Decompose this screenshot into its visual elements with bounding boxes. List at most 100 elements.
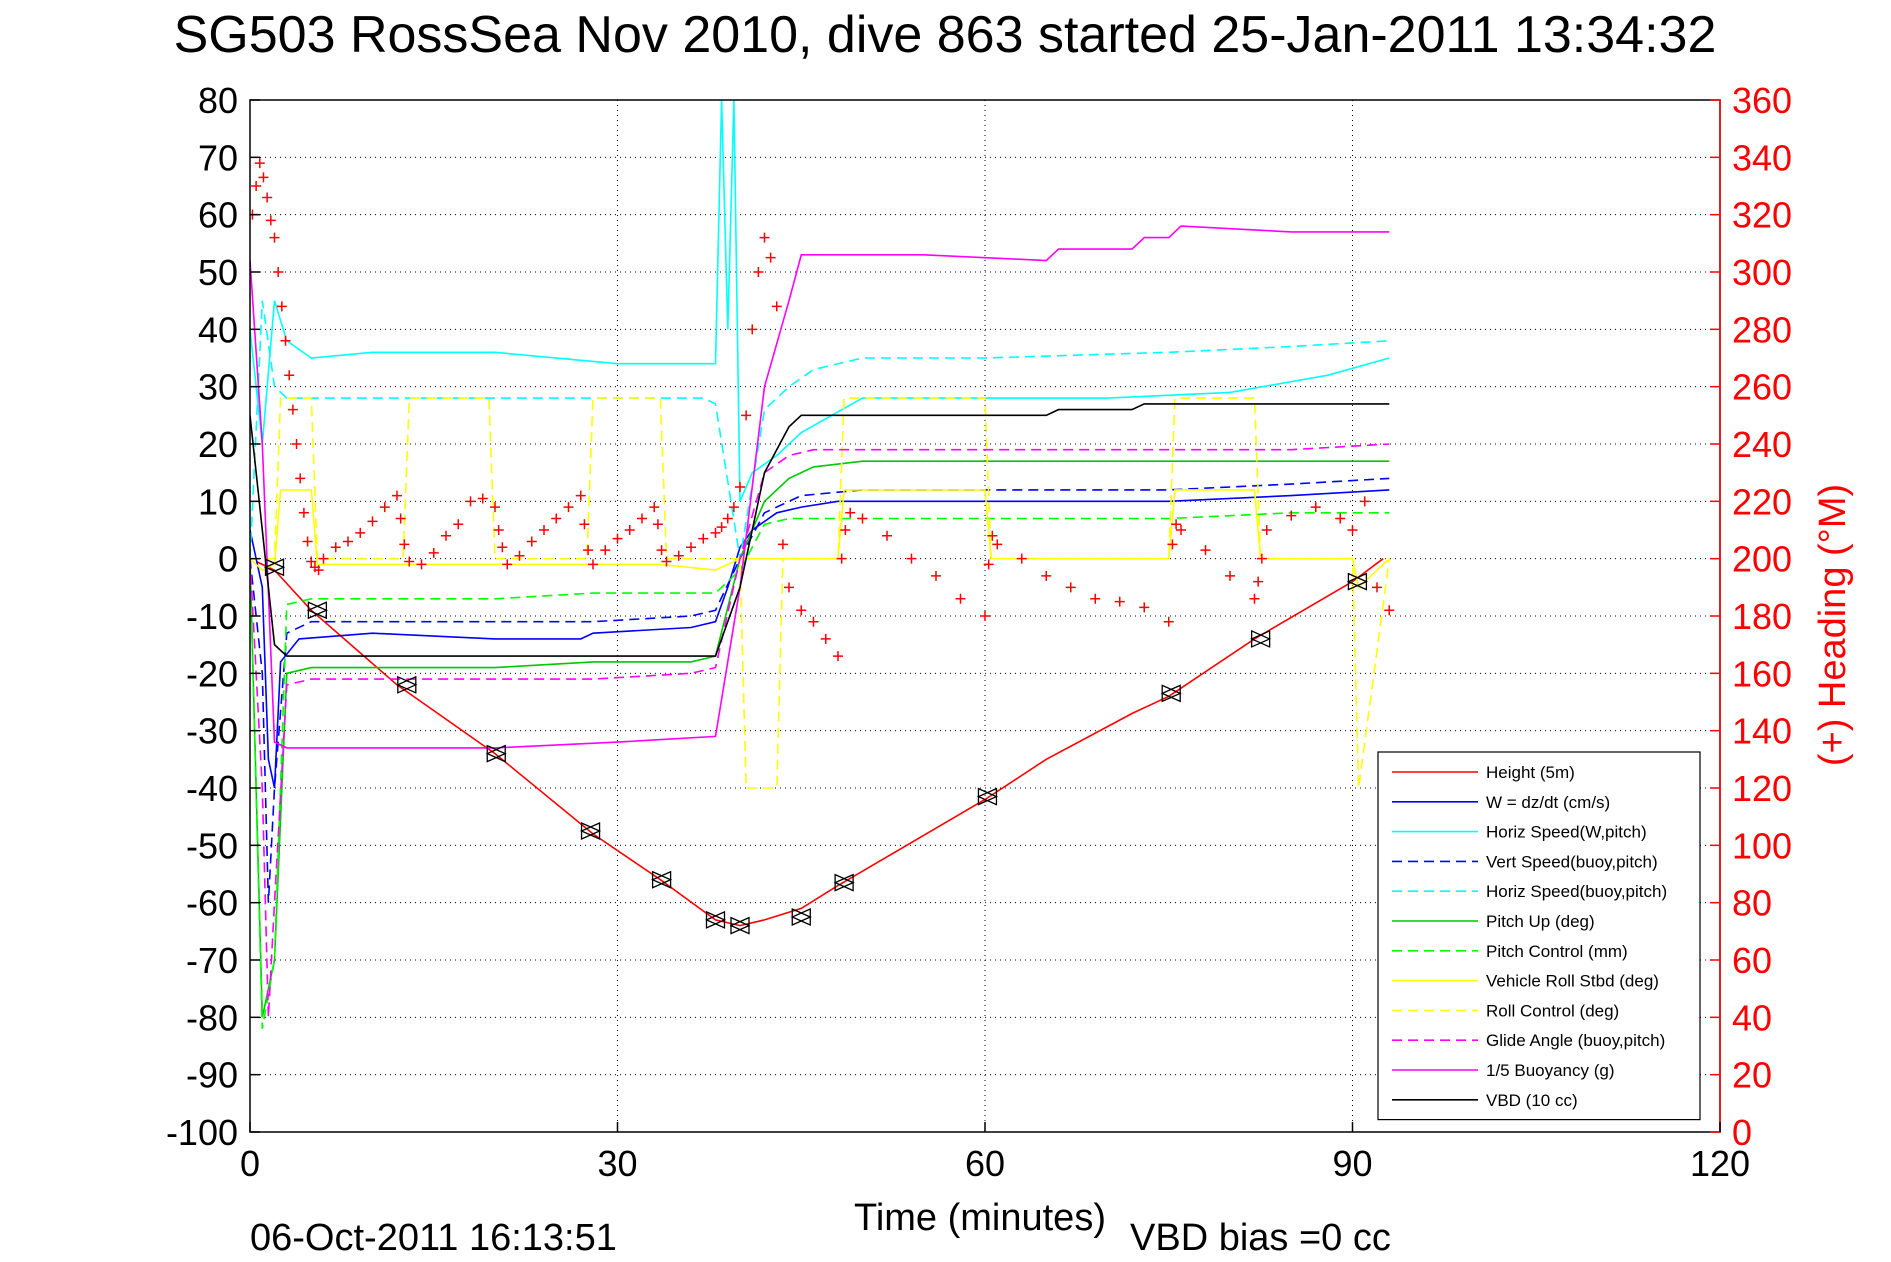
- heading-point: [1114, 596, 1125, 607]
- right-tick-label: 220: [1732, 481, 1792, 522]
- heading-point: [343, 536, 353, 547]
- heading-point: [399, 539, 410, 550]
- heading-point: [465, 496, 476, 507]
- heading-point: [686, 542, 696, 553]
- heading-point: [551, 513, 562, 524]
- heading-point: [280, 335, 291, 346]
- heading-point: [661, 556, 672, 567]
- x-tick-label: 120: [1690, 1143, 1750, 1184]
- heading-point: [273, 267, 284, 277]
- heading-point: [355, 527, 366, 538]
- heading-point: [428, 547, 439, 558]
- right-tick-label: 240: [1732, 424, 1792, 465]
- heading-point: [526, 536, 537, 547]
- heading-point: [992, 539, 1003, 550]
- left-tick-label: 60: [198, 195, 238, 236]
- x-axis-label: Time (minutes): [854, 1197, 1106, 1239]
- series-line-11: [250, 403, 1390, 657]
- heading-point: [395, 513, 406, 524]
- right-axis-label: (+) Heading (°M): [1812, 484, 1854, 766]
- heading-point: [765, 252, 776, 263]
- heading-point: [1016, 553, 1027, 564]
- left-axis-ticks: 80 70 60 50 40 30 20 10 0 -10 -20 -30 -40 -50 -60 -70 -8…: [166, 80, 260, 1153]
- legend-label-10: 1/5 Buoyancy (g): [1486, 1061, 1615, 1080]
- heading-point: [416, 559, 427, 570]
- heading-point: [1256, 553, 1267, 564]
- triangle-marker-back: [833, 873, 854, 892]
- heading-point: [777, 539, 788, 550]
- triangle-markers: [263, 558, 1369, 935]
- heading-point: [404, 556, 415, 567]
- heading-point: [302, 536, 313, 547]
- series-line-5: [250, 460, 1390, 1018]
- legend-label-3: Vert Speed(buoy,pitch): [1486, 852, 1658, 871]
- series-line-4: [250, 300, 1390, 559]
- heading-point: [698, 533, 709, 544]
- footer-timestamp: 06-Oct-2011 16:13:51: [250, 1217, 617, 1259]
- left-tick-label: -100: [166, 1112, 238, 1153]
- heading-point: [497, 542, 508, 553]
- triangle-marker-back: [396, 675, 417, 694]
- series-line-2: [250, 100, 1390, 502]
- heading-point: [262, 192, 273, 203]
- series-line-6: [250, 511, 1390, 1029]
- heading-point: [833, 651, 843, 662]
- triangle-marker-back: [1250, 629, 1271, 648]
- heading-point: [453, 519, 464, 530]
- heading-point: [490, 502, 500, 513]
- left-tick-label: -30: [186, 711, 238, 752]
- heading-point: [906, 553, 917, 564]
- heading-point: [284, 370, 295, 381]
- series-line-3: [250, 477, 1390, 903]
- heading-point: [254, 158, 265, 169]
- right-tick-label: 20: [1732, 1055, 1772, 1096]
- right-tick-label: 100: [1732, 825, 1792, 866]
- heading-point: [539, 525, 549, 535]
- heading-point: [1384, 605, 1395, 616]
- heading-point: [652, 519, 663, 530]
- x-tick-label: 60: [965, 1143, 1005, 1184]
- heading-point: [575, 490, 586, 501]
- x-axis-ticks: 0 30 60 90 120: [240, 1122, 1750, 1184]
- heading-point: [771, 301, 782, 312]
- legend-label-7: Vehicle Roll Stbd (deg): [1486, 972, 1659, 991]
- heading-point: [1041, 570, 1052, 581]
- left-tick-label: 0: [218, 539, 238, 580]
- right-tick-label: 60: [1732, 940, 1772, 981]
- left-tick-label: 10: [198, 481, 238, 522]
- triangle-marker-back: [1160, 684, 1181, 703]
- x-tick-label: 0: [240, 1143, 260, 1184]
- heading-point: [808, 616, 819, 627]
- heading-point: [276, 301, 287, 312]
- heading-point: [882, 530, 892, 541]
- heading-point: [931, 570, 941, 581]
- legend-label-8: Roll Control (deg): [1486, 1001, 1619, 1020]
- legend-box: [1377, 751, 1701, 1121]
- heading-point: [820, 633, 831, 644]
- heading-point: [318, 553, 329, 564]
- heading-point: [269, 232, 280, 243]
- triangle-marker: [791, 907, 812, 927]
- heading-point: [441, 530, 451, 541]
- legend-label-9: Glide Angle (buoy,pitch): [1486, 1031, 1665, 1050]
- left-tick-label: -90: [186, 1055, 238, 1096]
- heading-point: [845, 507, 856, 518]
- heading-point: [1253, 576, 1264, 587]
- heading-point: [1261, 525, 1272, 535]
- heading-point: [600, 545, 611, 556]
- left-tick-label: -20: [186, 653, 238, 694]
- left-tick-label: 30: [198, 367, 238, 408]
- legend: Height (5m) W = dz/dt (cm/s) Horiz Speed(W…: [1377, 751, 1701, 1121]
- heading-point: [649, 502, 660, 513]
- right-tick-label: 80: [1732, 883, 1772, 924]
- heading-point: [502, 559, 513, 570]
- series-line-8: [250, 397, 1391, 789]
- legend-label-4: Horiz Speed(buoy,pitch): [1486, 882, 1667, 901]
- heading-point: [295, 473, 306, 484]
- right-axis-ticks: 3603403203002802602402202001801601401201…: [1710, 80, 1792, 1153]
- triangle-marker-back: [263, 558, 285, 577]
- heading-point: [1065, 582, 1076, 593]
- right-tick-label: 360: [1732, 80, 1792, 121]
- triangle-marker-back: [976, 787, 998, 806]
- left-tick-label: -60: [186, 883, 238, 924]
